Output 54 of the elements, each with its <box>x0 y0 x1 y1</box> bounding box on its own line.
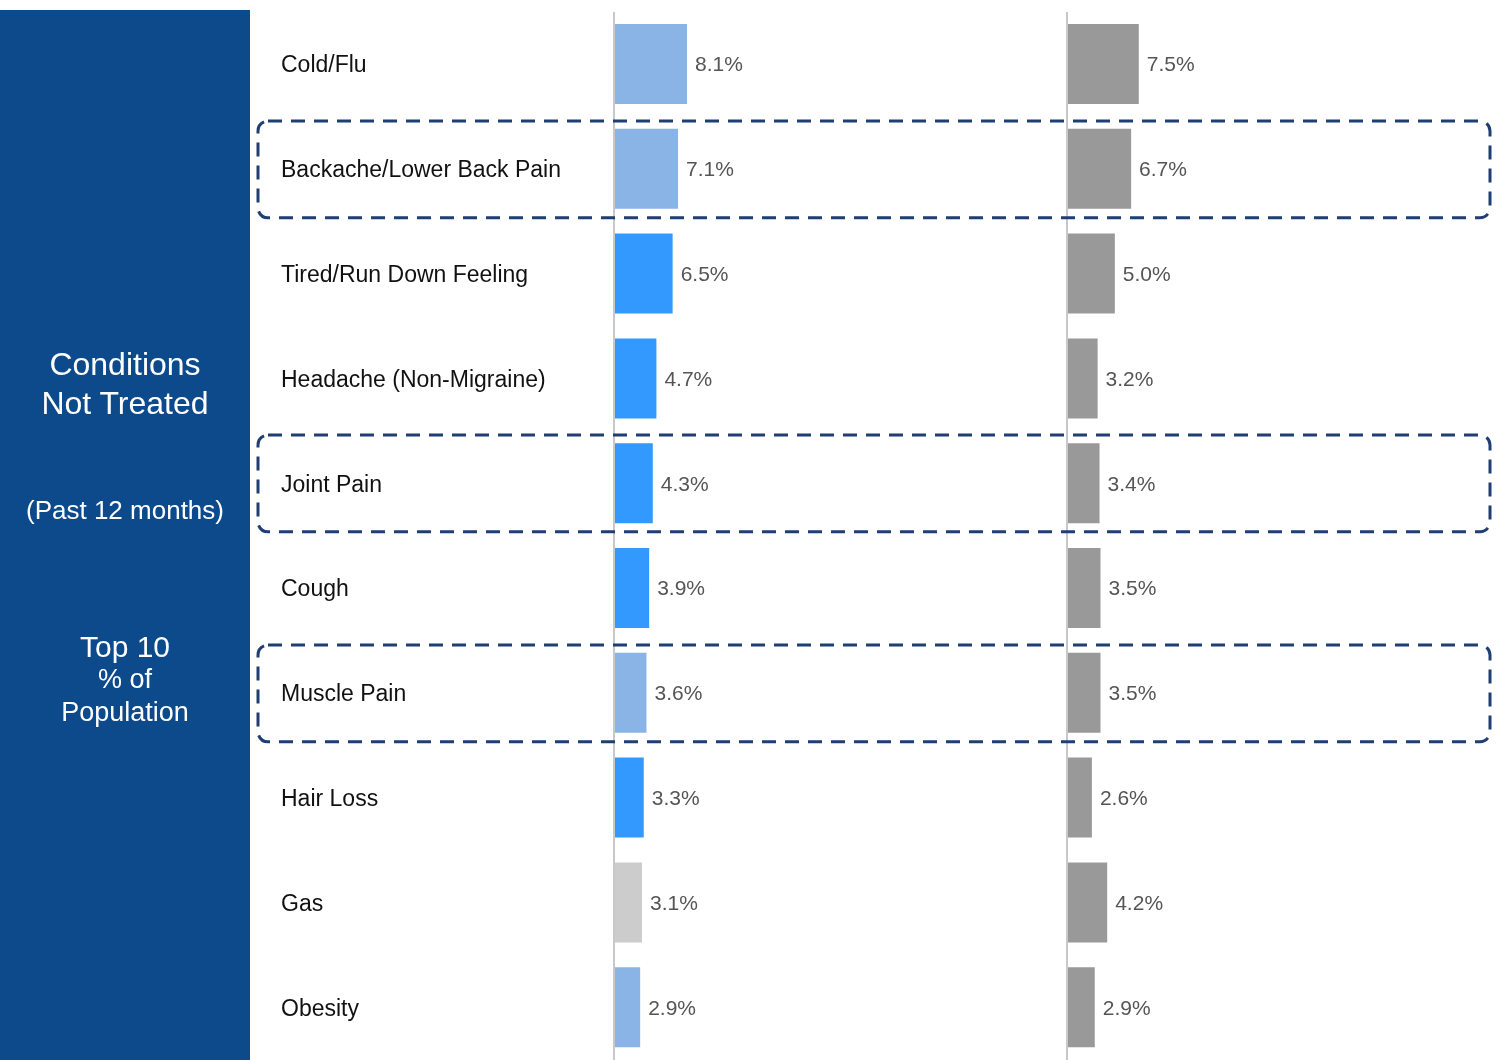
data-label: 2.9% <box>648 995 697 1019</box>
y-tick-label: Gas <box>281 889 324 916</box>
bar <box>1067 862 1108 943</box>
y-tick-label: Muscle Pain <box>281 680 407 707</box>
data-label: 3.2% <box>1105 366 1154 390</box>
text: Population <box>60 696 190 729</box>
y-tick-label: Obesity <box>281 994 360 1021</box>
text: % of <box>97 663 153 696</box>
data-label: 6.5% <box>680 262 729 286</box>
data-label: 4.2% <box>1115 890 1164 914</box>
text: Conditions Not Treated <box>40 345 210 423</box>
bar <box>614 128 679 209</box>
y-tick-label: Headache (Non-Migraine) <box>281 365 546 392</box>
data-label: 7.1% <box>686 157 734 181</box>
data-label: 3.9% <box>657 576 706 600</box>
bar <box>1067 757 1092 838</box>
bar <box>614 967 641 1048</box>
data-label: 3.3% <box>651 786 700 810</box>
data-label: 3.5% <box>1108 681 1157 705</box>
bar <box>1067 652 1101 733</box>
bar <box>1067 338 1098 419</box>
text: Top 10 <box>78 630 172 663</box>
y-tick-label: Cold/Flu <box>281 51 367 78</box>
data-label: 4.3% <box>660 471 709 495</box>
bar <box>614 548 650 628</box>
y-tick-label: Backache/Lower Back Pain <box>281 156 561 183</box>
data-label: 3.4% <box>1107 471 1156 495</box>
y-tick-label: Cough <box>281 575 349 602</box>
bar <box>1067 443 1100 524</box>
bar <box>1067 548 1101 628</box>
data-label: 6.7% <box>1139 157 1187 181</box>
data-label: 7.5% <box>1146 52 1195 76</box>
data-label: 8.1% <box>695 52 743 76</box>
data-label: 3.1% <box>649 890 698 914</box>
y-tick-label: Hair Loss <box>281 785 379 811</box>
bar <box>614 233 673 314</box>
data-label: 2.9% <box>1102 995 1151 1019</box>
y-tick-label: Joint Pain <box>281 470 383 497</box>
data-label: 2.6% <box>1099 786 1148 810</box>
data-label: 3.6% <box>654 681 703 705</box>
bar <box>1067 233 1115 314</box>
data-label: 4.7% <box>664 366 713 390</box>
y-tick-label: Tired/Run Down Feeling <box>281 261 529 287</box>
bar <box>614 24 688 104</box>
data-label: 3.5% <box>1108 576 1157 600</box>
text: (Past 12 months) <box>25 495 225 526</box>
bar <box>614 652 647 733</box>
bar <box>614 443 653 524</box>
bar <box>1067 967 1095 1048</box>
bar <box>614 338 657 419</box>
bar <box>1067 128 1132 209</box>
bar <box>1067 24 1139 104</box>
bar <box>614 757 644 838</box>
data-label: 5.0% <box>1122 262 1171 286</box>
